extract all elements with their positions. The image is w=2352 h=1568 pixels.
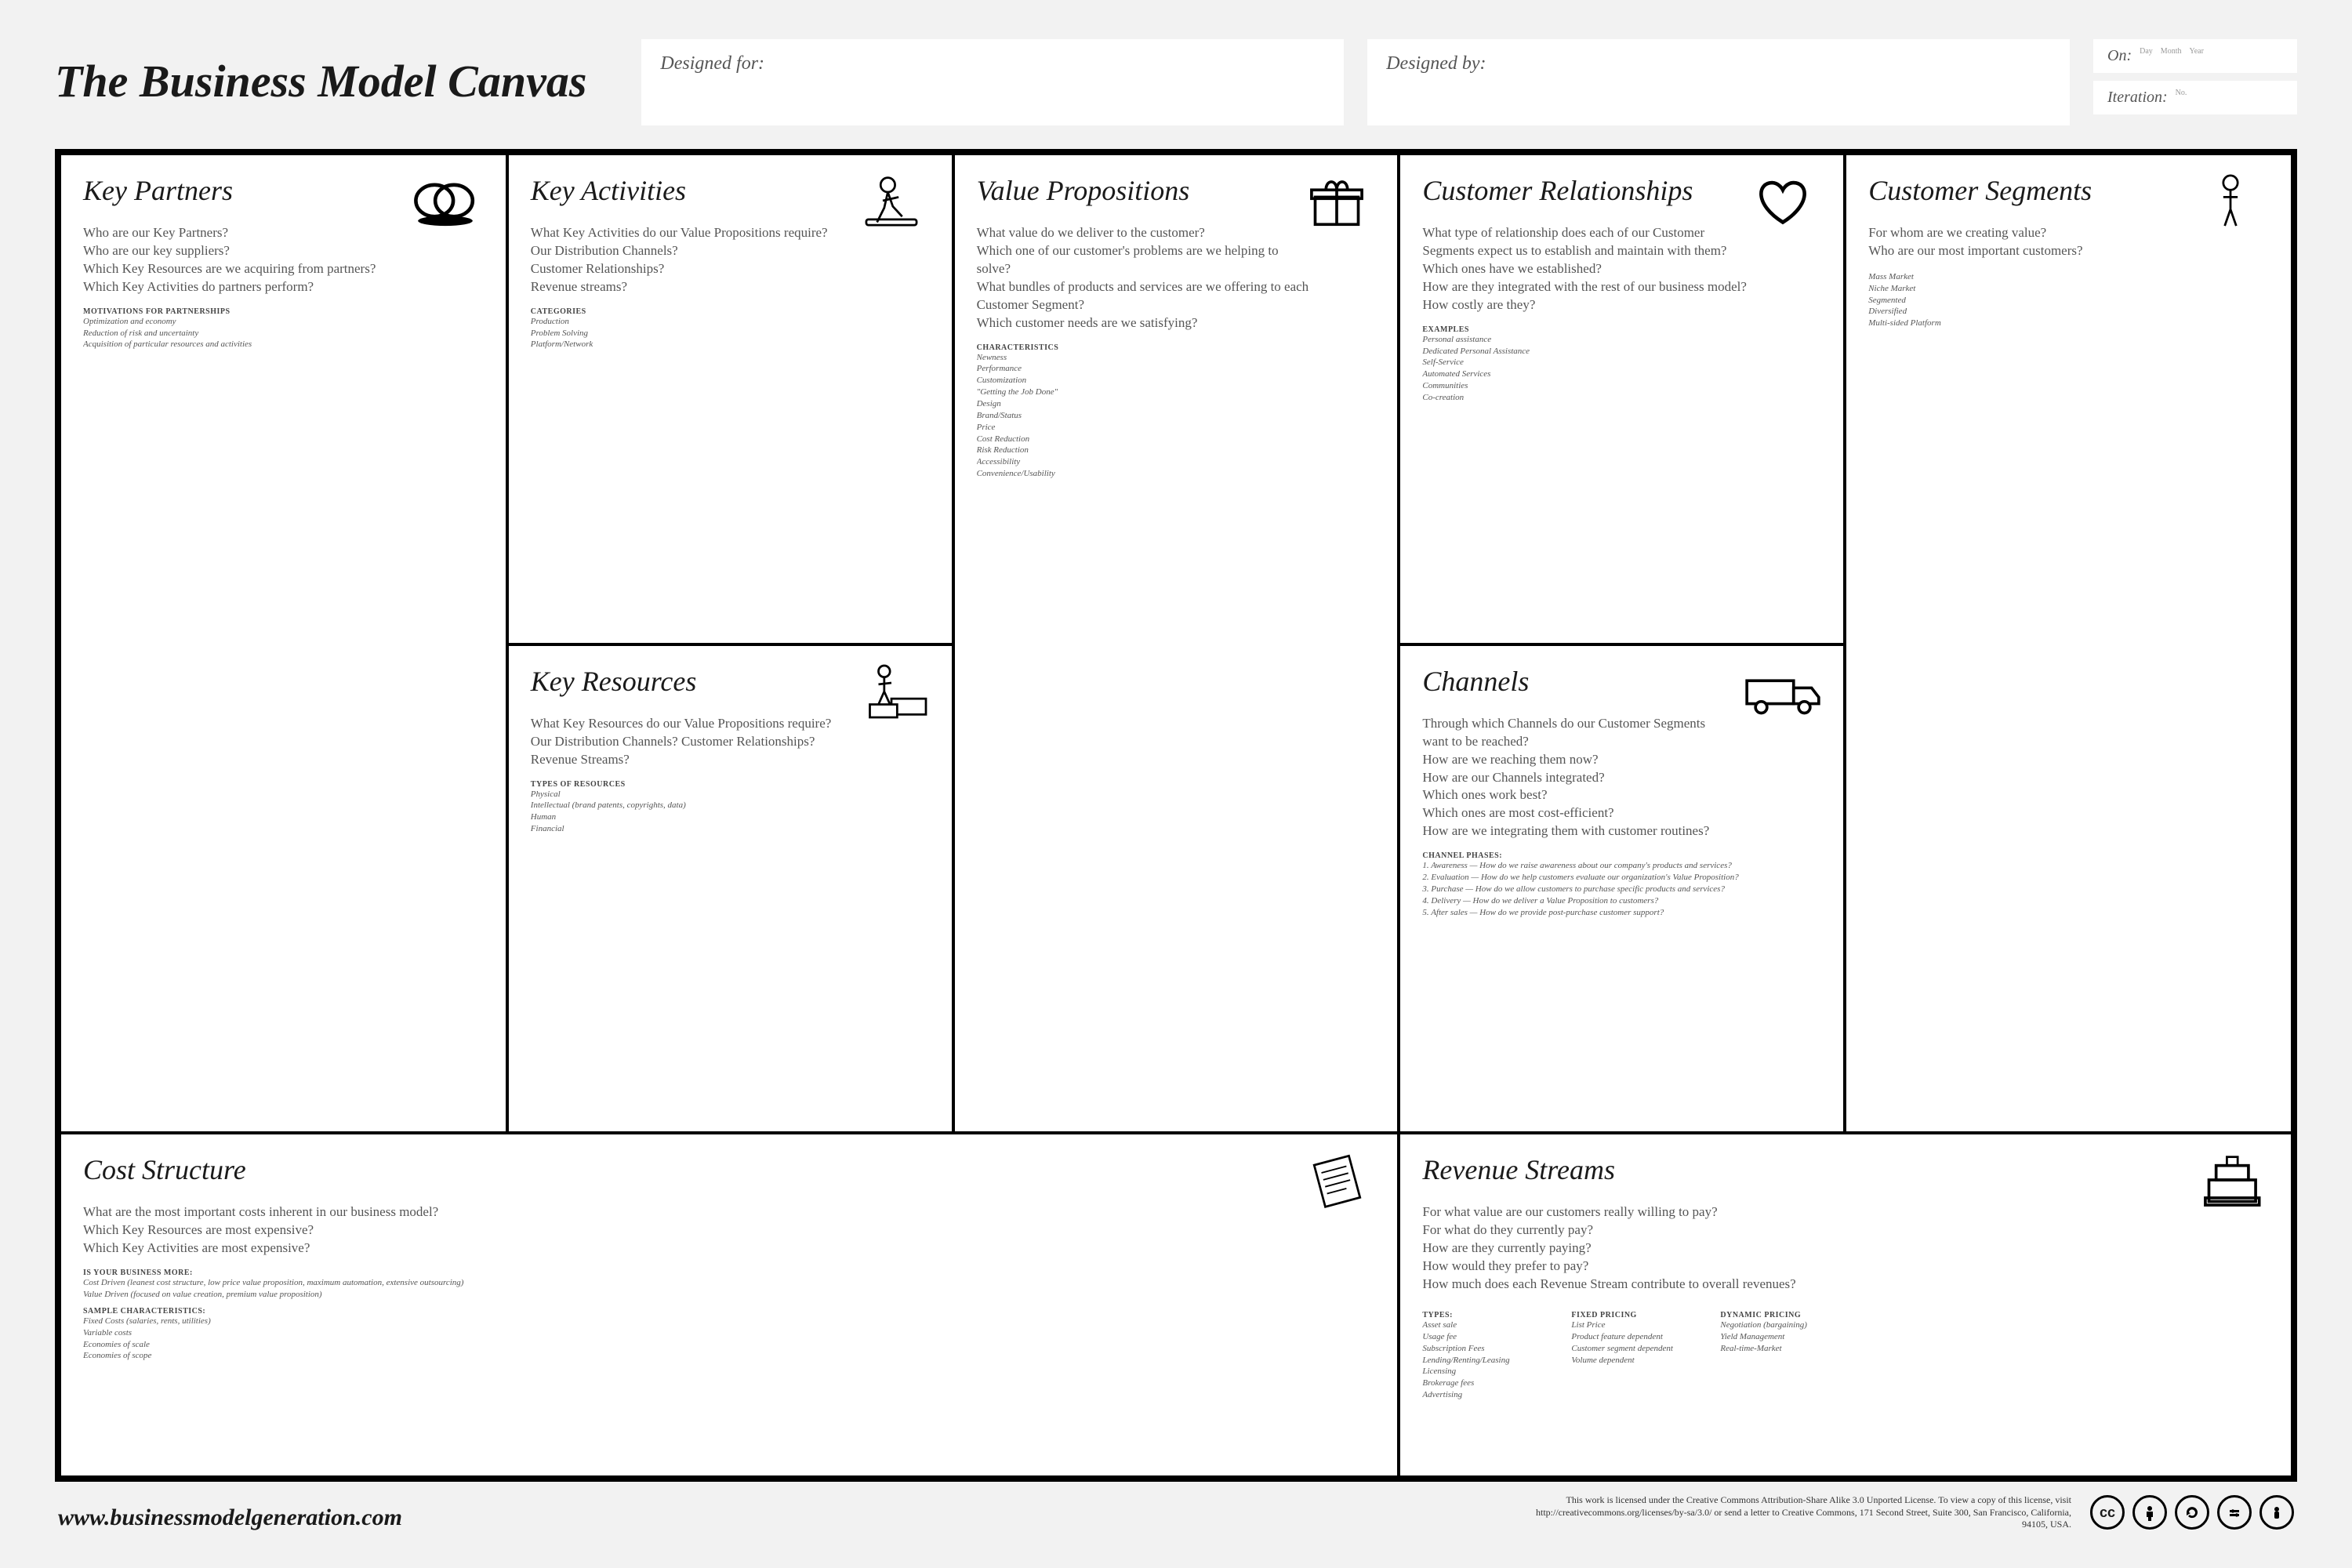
block-customer-relationships: Customer Relationships What type of rela… bbox=[1399, 155, 1845, 644]
subs: types of resourcesPhysicalIntellectual (… bbox=[531, 780, 930, 835]
site-url: www.businessmodelgeneration.com bbox=[58, 1504, 402, 1531]
truck-icon bbox=[1740, 660, 1826, 723]
on-year: Year bbox=[2189, 47, 2203, 56]
subs: channel phases:1. Awareness — How do we … bbox=[1422, 851, 1821, 918]
on-month: Month bbox=[2161, 47, 2182, 56]
footer: www.businessmodelgeneration.com This wor… bbox=[55, 1494, 2297, 1531]
gift-icon bbox=[1294, 169, 1380, 232]
cc-by-icon bbox=[2132, 1495, 2167, 1530]
questions: Through which Channels do our Customer S… bbox=[1422, 715, 1761, 841]
paper-icon bbox=[1294, 1149, 1380, 1211]
rings-icon bbox=[402, 169, 488, 232]
worker-icon bbox=[848, 169, 935, 232]
questions: Who are our Key Partners?Who are our key… bbox=[83, 224, 423, 296]
questions: What Key Activities do our Value Proposi… bbox=[531, 224, 869, 296]
block-cost-structure: Cost Structure What are the most importa… bbox=[61, 1133, 1399, 1475]
block-title: Revenue Streams bbox=[1422, 1153, 2269, 1186]
register-icon bbox=[2187, 1149, 2274, 1211]
designed-by-box[interactable]: Designed by: bbox=[1367, 39, 2070, 125]
cc-icon: cc bbox=[2090, 1495, 2125, 1530]
iteration-label: Iteration: bbox=[2107, 89, 2168, 107]
cc-icons: cc bbox=[2090, 1495, 2294, 1530]
questions: What are the most important costs inhere… bbox=[83, 1203, 1181, 1258]
questions: What Key Resources do our Value Proposit… bbox=[531, 715, 869, 769]
header: The Business Model Canvas Designed for: … bbox=[55, 39, 2297, 125]
license-wrap: This work is licensed under the Creative… bbox=[1523, 1494, 2294, 1531]
block-revenue-streams: Revenue Streams For what value are our c… bbox=[1399, 1133, 2291, 1475]
rev-cols: types:Asset saleUsage feeSubscription Fe… bbox=[1422, 1305, 2269, 1406]
subs: characteristicsNewnessPerformanceCustomi… bbox=[977, 343, 1376, 480]
on-label: On: bbox=[2107, 47, 2132, 65]
designed-for-box[interactable]: Designed for: bbox=[641, 39, 1344, 125]
on-day: Day bbox=[2140, 47, 2153, 56]
cc-person-icon bbox=[2259, 1495, 2294, 1530]
block-key-resources: Key Resources What Key Resources do our … bbox=[507, 644, 953, 1134]
questions: For what value are our customers really … bbox=[1422, 1203, 2142, 1294]
subs: examplesPersonal assistanceDedicated Per… bbox=[1422, 325, 1821, 404]
boxes-icon bbox=[848, 660, 935, 723]
block-title: Cost Structure bbox=[83, 1153, 1375, 1186]
meta-stack: On: Day Month Year Iteration: No. bbox=[2093, 39, 2297, 114]
subs: categoriesProductionProblem SolvingPlatf… bbox=[531, 307, 930, 351]
license-text: This work is licensed under the Creative… bbox=[1523, 1494, 2071, 1531]
block-value-propositions: Value Propositions What value do we deli… bbox=[953, 155, 1399, 1133]
on-box[interactable]: On: Day Month Year bbox=[2093, 39, 2297, 73]
cc-remix-icon bbox=[2217, 1495, 2252, 1530]
page-title: The Business Model Canvas bbox=[55, 39, 618, 107]
iteration-box[interactable]: Iteration: No. bbox=[2093, 81, 2297, 114]
subs: is your business more:Cost Driven (leane… bbox=[83, 1269, 1375, 1362]
block-customer-segments: Customer Segments For whom are we creati… bbox=[1845, 155, 2291, 1133]
subs: Mass MarketNiche MarketSegmentedDiversif… bbox=[1868, 271, 2269, 329]
questions: What value do we deliver to the customer… bbox=[977, 224, 1316, 332]
questions: What type of relationship does each of o… bbox=[1422, 224, 1761, 314]
iteration-hint: No. bbox=[2176, 89, 2187, 97]
canvas-grid: Key Partners Who are our Key Partners?Wh… bbox=[55, 149, 2297, 1482]
block-key-partners: Key Partners Who are our Key Partners?Wh… bbox=[61, 155, 507, 1133]
cc-sa-icon bbox=[2175, 1495, 2209, 1530]
block-channels: Channels Through which Channels do our C… bbox=[1399, 644, 1845, 1134]
person-icon bbox=[2187, 169, 2274, 232]
block-key-activities: Key Activities What Key Activities do ou… bbox=[507, 155, 953, 644]
subs: motivations for partnershipsOptimization… bbox=[83, 307, 484, 351]
questions: For whom are we creating value?Who are o… bbox=[1868, 224, 2209, 260]
heart-icon bbox=[1740, 169, 1826, 232]
